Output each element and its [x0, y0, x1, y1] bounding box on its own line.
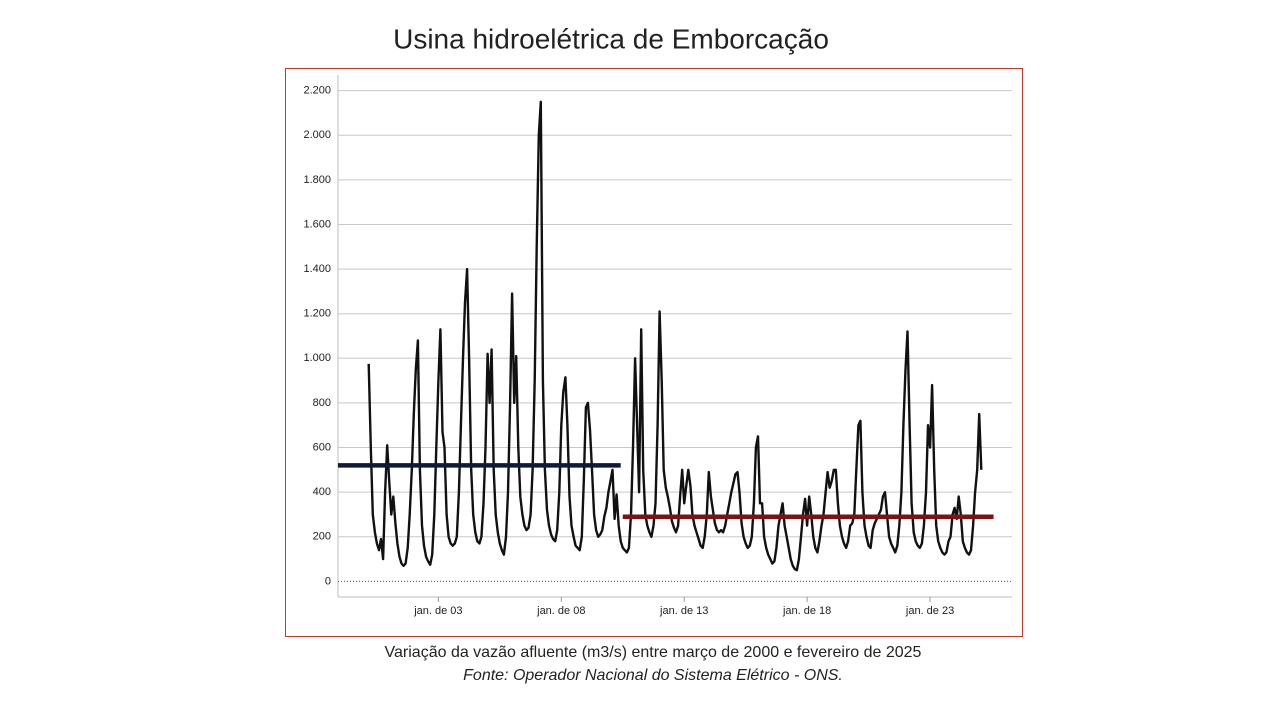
x-tick-label: jan. de 18 — [782, 605, 831, 617]
y-tick-label: 2.200 — [303, 85, 331, 97]
x-tick-label: jan. de 03 — [413, 605, 462, 617]
y-tick-label: 2.000 — [303, 129, 331, 141]
source: Fonte: Operador Nacional do Sistema Elét… — [463, 667, 843, 684]
x-tick-label: jan. de 13 — [659, 605, 708, 617]
caption: Variação da vazão afluente (m3/s) entre … — [385, 644, 922, 661]
chart-frame — [285, 68, 1023, 637]
y-tick-label: 200 — [313, 531, 331, 543]
y-tick-label: 600 — [313, 441, 331, 453]
chart-title: Usina hidroelétrica de Emborcação — [393, 23, 829, 54]
y-tick-label: 1.400 — [303, 263, 331, 275]
data-line — [367, 100, 983, 572]
y-tick-label: 1.000 — [303, 352, 331, 364]
y-tick-label: 800 — [313, 397, 331, 409]
y-tick-label: 1.200 — [303, 308, 331, 320]
x-tick-label: jan. de 08 — [536, 605, 585, 617]
y-tick-label: 0 — [325, 575, 331, 587]
y-tick-label: 1.600 — [303, 218, 331, 230]
y-tick-label: 1.800 — [303, 174, 331, 186]
x-tick-label: jan. de 23 — [905, 605, 954, 617]
y-tick-label: 400 — [313, 486, 331, 498]
